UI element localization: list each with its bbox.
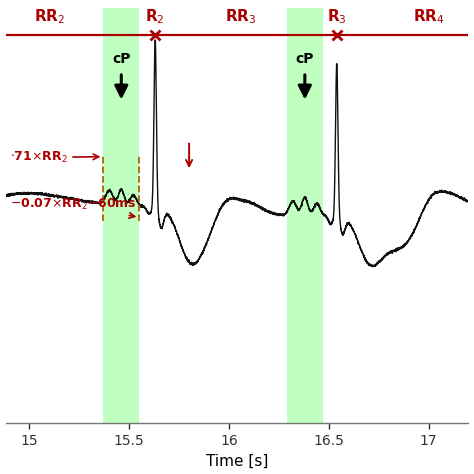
- Text: R$_2$: R$_2$: [146, 8, 165, 27]
- Text: RR$_4$: RR$_4$: [413, 8, 445, 27]
- X-axis label: Time [s]: Time [s]: [206, 454, 268, 468]
- Bar: [287, 8, 323, 423]
- Text: $\cdot$71$\times$RR$_2$: $\cdot$71$\times$RR$_2$: [9, 150, 99, 165]
- Bar: [103, 8, 139, 423]
- Text: RR$_2$: RR$_2$: [34, 8, 65, 27]
- Text: RR$_3$: RR$_3$: [225, 8, 257, 27]
- Text: $-$0.07$\times$RR$_2$$-$60ms: $-$0.07$\times$RR$_2$$-$60ms: [9, 197, 137, 218]
- Text: R$_3$: R$_3$: [327, 8, 346, 27]
- Text: cP: cP: [296, 52, 314, 65]
- Text: cP: cP: [112, 52, 130, 65]
